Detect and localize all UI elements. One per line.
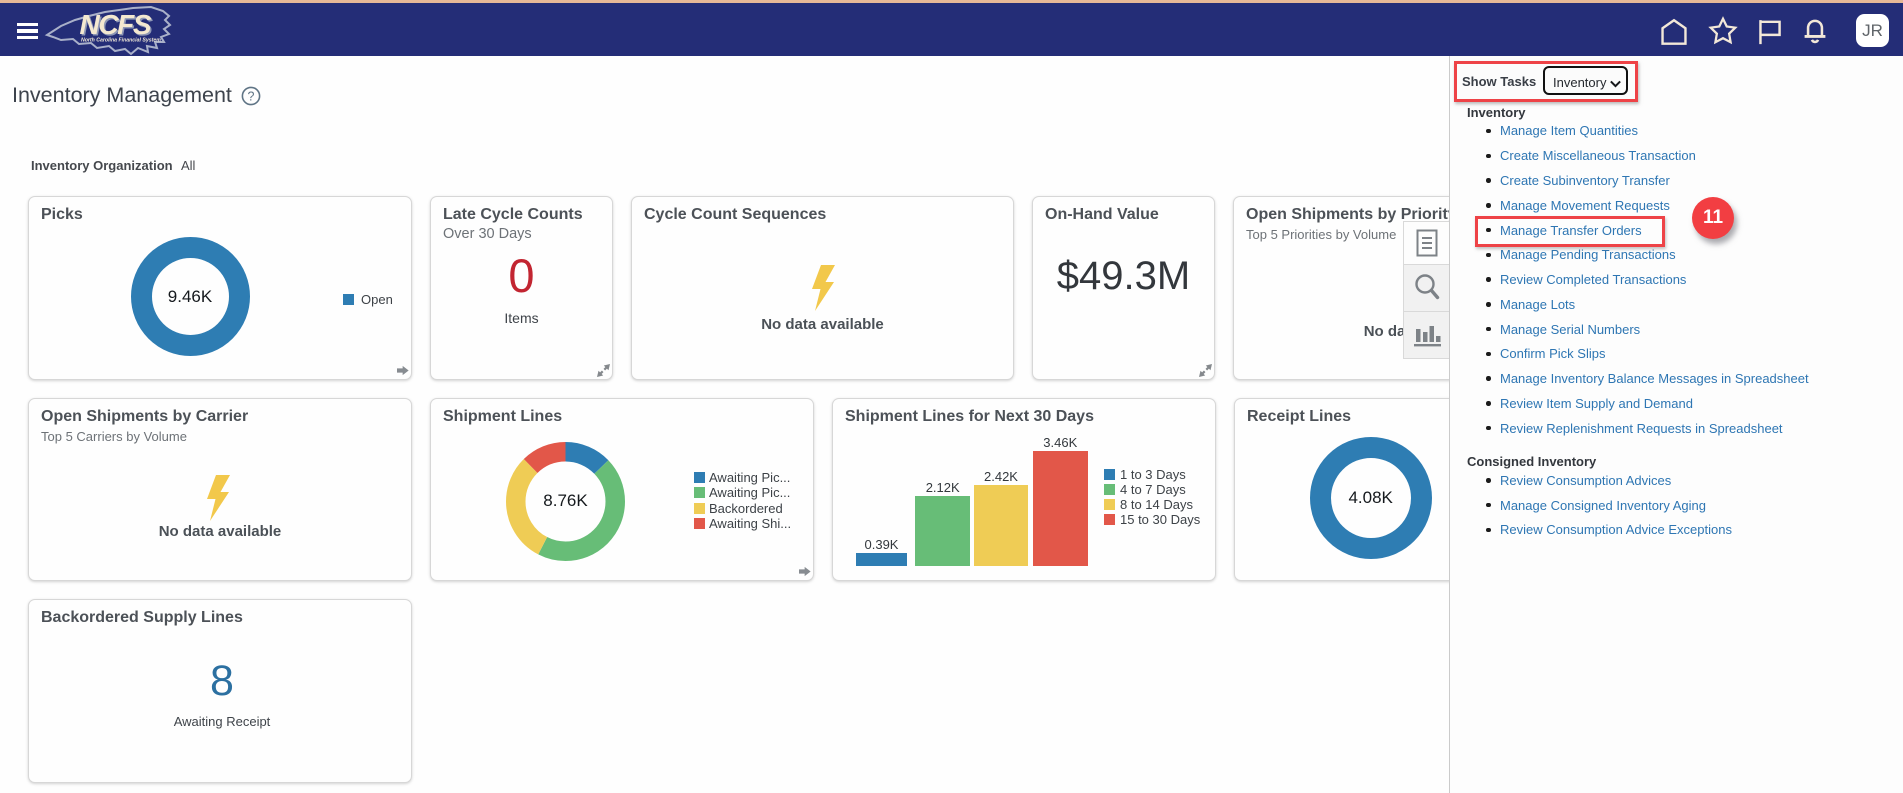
svg-text:NCFS: NCFS xyxy=(81,11,153,42)
svg-text:?: ? xyxy=(248,90,255,104)
svg-text:North Carolina Financial Syste: North Carolina Financial System xyxy=(81,38,161,44)
svg-text:NCFS: NCFS xyxy=(80,9,152,40)
